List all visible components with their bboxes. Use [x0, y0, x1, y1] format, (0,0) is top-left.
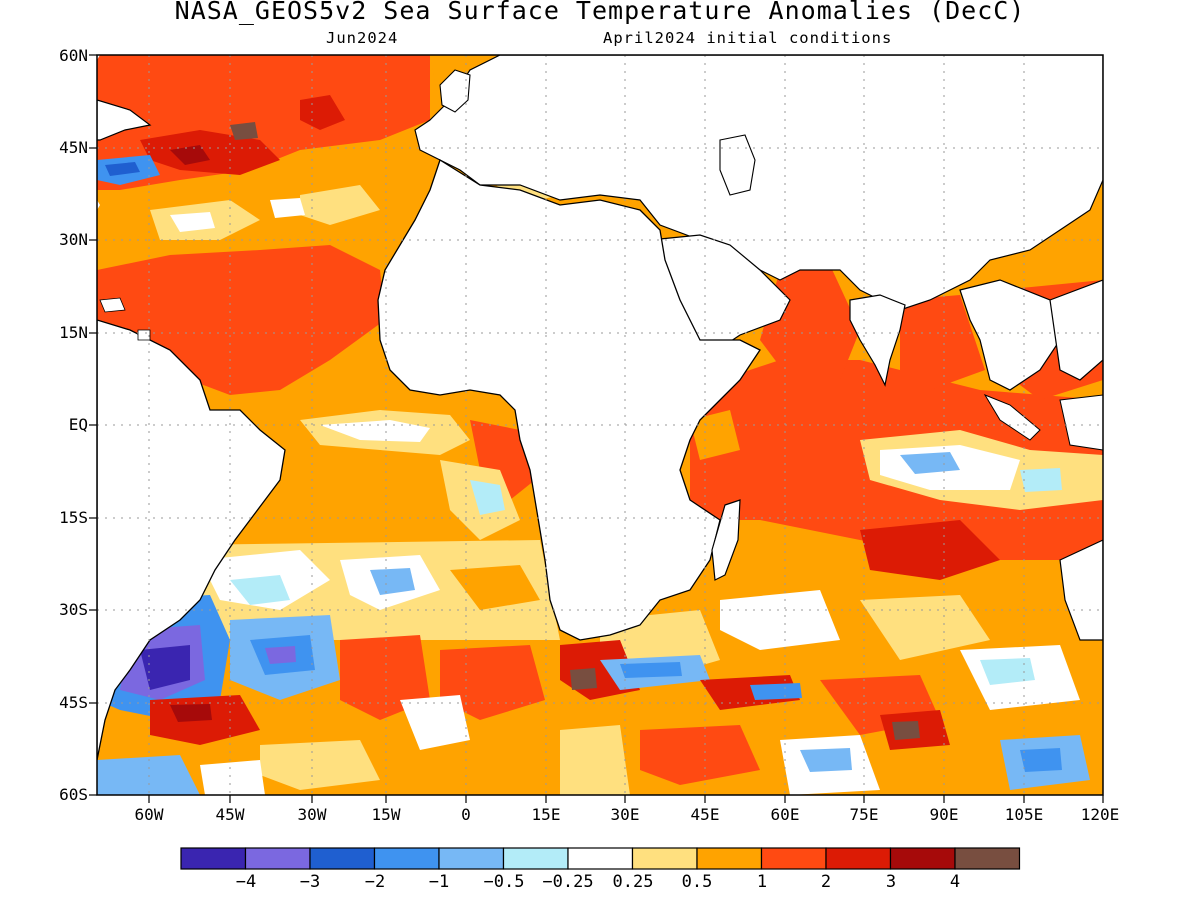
lat-label: 45S	[59, 693, 88, 712]
lat-label: 30S	[59, 600, 88, 619]
lon-label: 60E	[770, 805, 800, 824]
colorbar-label: −2	[364, 872, 386, 892]
colorbar-swatch	[438, 847, 505, 870]
colorbar-label: −3	[299, 872, 321, 892]
colorbar-swatch	[373, 847, 440, 870]
colorbar	[180, 847, 1021, 870]
lat-label: 15N	[59, 323, 88, 342]
colorbar-swatch	[309, 847, 376, 870]
colorbar-swatch	[954, 847, 1021, 870]
lat-label: 15S	[59, 508, 88, 527]
colorbar-swatch	[244, 847, 311, 870]
lon-label: 15W	[371, 805, 401, 824]
colorbar-swatch	[502, 847, 569, 870]
colorbar-label: −4	[235, 872, 257, 892]
lat-label: 60N	[59, 46, 88, 65]
colorbar-swatch	[696, 847, 763, 870]
axis-ticks	[89, 54, 1104, 803]
colorbar-label: −1	[428, 872, 450, 892]
map-title: NASA_GEOS5v2 Sea Surface Temperature Ano…	[174, 0, 1026, 25]
lon-label: 15E	[531, 805, 561, 824]
colorbar-label: −0.25	[542, 872, 594, 892]
colorbar-label: 4	[949, 872, 961, 892]
colorbar-label: 2	[820, 872, 832, 892]
colorbar-label: 0.25	[612, 872, 654, 892]
lon-label: 90E	[929, 805, 959, 824]
lat-label: 60S	[59, 785, 88, 804]
lon-label: 45E	[690, 805, 720, 824]
colorbar-label: −0.5	[483, 872, 525, 892]
lon-label: 45W	[215, 805, 245, 824]
lat-label: 30N	[59, 230, 88, 249]
lon-label: 0	[461, 805, 471, 824]
initial-conditions-label: April2024 initial conditions	[603, 29, 893, 47]
colorbar-swatch	[889, 847, 956, 870]
lon-label: 120E	[1080, 805, 1120, 824]
colorbar-label: 3	[885, 872, 897, 892]
colorbar-label: 1	[756, 872, 768, 892]
graticule	[97, 55, 1103, 795]
lon-label: 60W	[134, 805, 164, 824]
colorbar-swatch	[567, 847, 634, 870]
colorbar-label: 0.5	[681, 872, 713, 892]
lon-label: 75E	[849, 805, 879, 824]
lon-label: 105E	[1004, 805, 1044, 824]
colorbar-swatch	[631, 847, 698, 870]
lat-label: EQ	[68, 415, 88, 434]
anomaly-field	[97, 55, 1103, 795]
colorbar-swatch	[180, 847, 247, 870]
forecast-month: Jun2024	[326, 29, 399, 47]
colorbar-swatch	[825, 847, 892, 870]
lon-label: 30E	[610, 805, 640, 824]
lat-label: 45N	[59, 138, 88, 157]
colorbar-swatch	[760, 847, 827, 870]
lon-label: 30W	[297, 805, 327, 824]
